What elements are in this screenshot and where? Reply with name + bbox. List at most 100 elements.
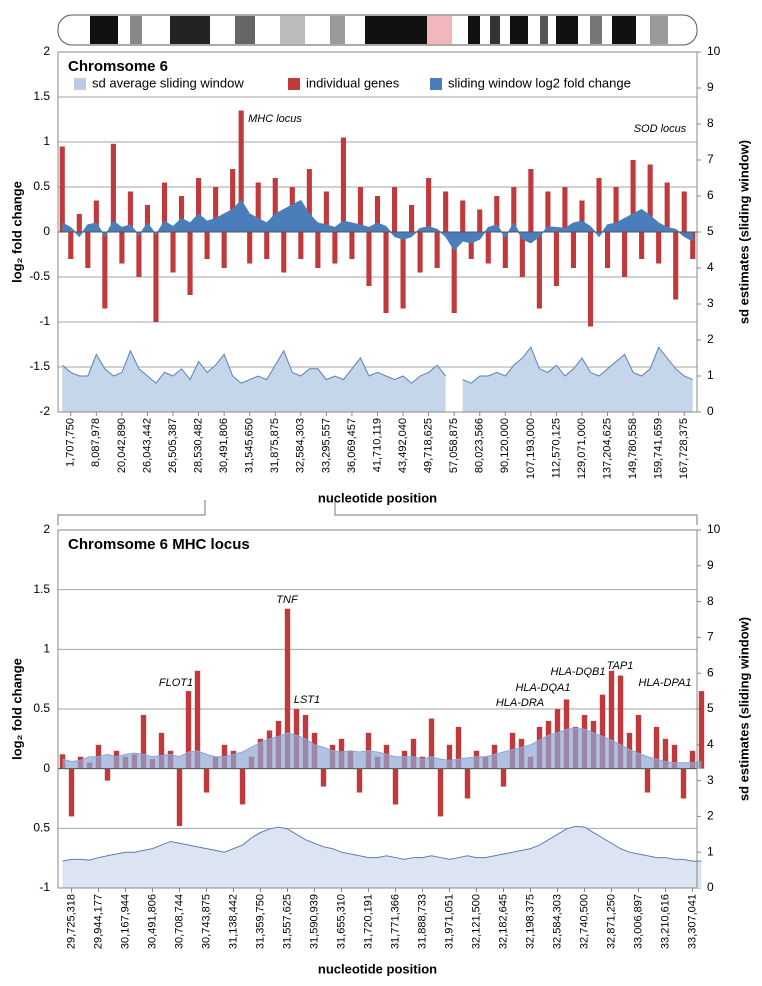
y2-tick-label: 8 bbox=[707, 594, 714, 608]
gene-annotation: HLA-DQB1 bbox=[550, 666, 605, 678]
gene-bar bbox=[417, 232, 423, 273]
x-tick-label: 31,720,191 bbox=[362, 894, 374, 949]
x-tick-label: 31,971,051 bbox=[443, 894, 455, 949]
gene-bar bbox=[639, 232, 645, 259]
gene-bar bbox=[176, 768, 183, 826]
gene-bar bbox=[434, 232, 440, 268]
gene-bar bbox=[553, 232, 559, 286]
gene-bar bbox=[93, 200, 99, 232]
y2-tick-label: 9 bbox=[707, 80, 714, 94]
y2-tick-label: 2 bbox=[707, 809, 714, 823]
x-tick-label: 32,584,303 bbox=[551, 894, 563, 949]
gene-bar bbox=[392, 768, 399, 805]
gene-bar bbox=[247, 232, 253, 264]
gene-annotation: SOD locus bbox=[634, 123, 687, 135]
y2-tick-label: 8 bbox=[707, 116, 714, 130]
x-tick-label: 107,193,000 bbox=[525, 418, 537, 479]
gene-bar bbox=[653, 726, 660, 769]
gene-bar bbox=[298, 232, 304, 259]
gene-bar bbox=[185, 691, 192, 769]
area-line bbox=[61, 346, 693, 384]
gene-bar bbox=[500, 768, 507, 787]
gene-bar bbox=[196, 178, 202, 232]
gene-annotation: HLA-DRA bbox=[496, 697, 544, 709]
y2-tick-label: 0 bbox=[707, 404, 714, 418]
gene-bar bbox=[511, 187, 517, 232]
gene-bar bbox=[673, 232, 679, 300]
y2-tick-label: 7 bbox=[707, 152, 714, 166]
y2-axis-title: sd estimates (sliding window) bbox=[736, 140, 751, 324]
gene-bar bbox=[158, 732, 165, 769]
gene-bar bbox=[221, 232, 227, 268]
x-tick-label: 137,204,625 bbox=[601, 418, 613, 479]
x-tick-label: 8,087,978 bbox=[90, 418, 102, 467]
area-fill bbox=[62, 826, 702, 888]
x-tick-label: 30,167,944 bbox=[119, 894, 131, 949]
x-tick-label: 32,121,500 bbox=[470, 894, 482, 949]
gene-bar bbox=[178, 196, 185, 232]
legend-label: sliding window log2 fold change bbox=[448, 75, 631, 90]
gene-bar bbox=[332, 232, 338, 264]
gene-bar bbox=[284, 608, 291, 769]
gene-bar bbox=[608, 670, 615, 769]
gene-bar bbox=[356, 768, 363, 793]
x-tick-label: 33,295,557 bbox=[320, 418, 332, 473]
gene-bar bbox=[689, 750, 696, 769]
y-tick-label: 2 bbox=[43, 44, 50, 58]
gene-bar bbox=[315, 232, 321, 268]
y-tick-label: -0.5 bbox=[29, 269, 50, 283]
gene-bar bbox=[255, 182, 261, 232]
gene-bar bbox=[264, 232, 270, 259]
gene-bar bbox=[630, 160, 636, 232]
gene-bar bbox=[68, 768, 75, 817]
zoom-bracket bbox=[57, 500, 206, 525]
legend-label: individual genes bbox=[306, 75, 400, 90]
y2-tick-label: 10 bbox=[707, 522, 721, 536]
y2-tick-label: 3 bbox=[707, 773, 714, 787]
y-tick-label: 1.5 bbox=[33, 89, 50, 103]
x-tick-label: 33,006,897 bbox=[632, 894, 644, 949]
x-tick-label: 32,871,250 bbox=[605, 894, 617, 949]
x-tick-label: 31,655,310 bbox=[335, 894, 347, 949]
y2-tick-label: 4 bbox=[707, 260, 714, 274]
x-tick-label: 31,545,650 bbox=[244, 418, 256, 473]
gene-bar bbox=[681, 191, 687, 232]
gene-bar bbox=[622, 232, 628, 277]
y-tick-label: 0.5 bbox=[33, 701, 50, 715]
gene-bar bbox=[446, 744, 453, 769]
gene-bar bbox=[502, 232, 508, 268]
gene-bar bbox=[104, 768, 111, 781]
y-tick-label: 1 bbox=[43, 642, 50, 656]
x-tick-label: 49,718,625 bbox=[423, 418, 435, 473]
gene-bar bbox=[455, 726, 462, 769]
gene-bar bbox=[281, 232, 287, 273]
gene-bar bbox=[635, 714, 642, 769]
gene-bar bbox=[238, 110, 244, 232]
y2-tick-label: 7 bbox=[707, 630, 714, 644]
gene-bar bbox=[664, 182, 670, 232]
y2-tick-label: 10 bbox=[707, 44, 721, 58]
legend-label: sd average sliding window bbox=[92, 75, 244, 90]
x-tick-label: 29,725,318 bbox=[65, 894, 77, 949]
gene-bar bbox=[119, 232, 125, 264]
gene-bar bbox=[161, 182, 168, 232]
y2-tick-label: 4 bbox=[707, 737, 714, 751]
x-tick-label: 30,708,744 bbox=[173, 894, 185, 949]
y2-tick-label: 9 bbox=[707, 558, 714, 572]
gene-bar bbox=[671, 744, 678, 769]
y-tick-label: 0 bbox=[43, 761, 50, 775]
gene-bar bbox=[110, 143, 116, 232]
x-tick-label: 26,043,442 bbox=[141, 418, 153, 473]
x-tick-label: 20,042,890 bbox=[116, 418, 128, 473]
x-tick-label: 149,780,558 bbox=[627, 418, 639, 479]
chromosome-ideogram bbox=[57, 14, 698, 46]
x-tick-label: 129,071,000 bbox=[576, 418, 588, 479]
chart-title: Chromsome 6 MHC locus bbox=[68, 536, 250, 553]
y-axis-title: log₂ fold change bbox=[9, 181, 24, 283]
y2-axis-title: sd estimates (sliding window) bbox=[736, 617, 751, 801]
x-tick-label: 33,210,616 bbox=[659, 894, 671, 949]
gene-bar bbox=[570, 232, 577, 268]
gene-annotation: TNF bbox=[276, 594, 299, 606]
y2-tick-label: 1 bbox=[707, 368, 714, 382]
